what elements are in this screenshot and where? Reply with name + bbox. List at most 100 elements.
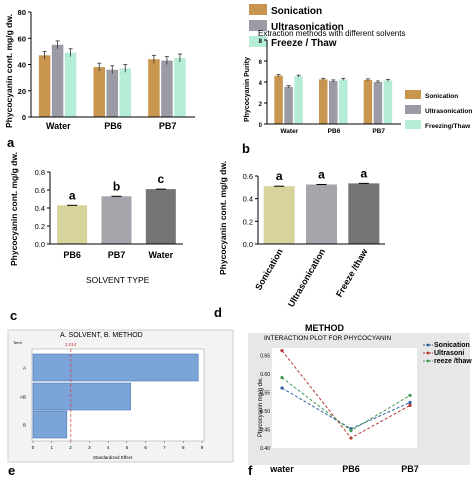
- y-tick-label: 0.2: [243, 217, 253, 226]
- y-tick-label: 0.6: [35, 186, 45, 195]
- bar: [106, 69, 118, 117]
- panel-b-chart: Extraction methods with different solven…: [244, 29, 472, 135]
- x-category-label: Water: [148, 250, 173, 260]
- bar: [145, 189, 176, 244]
- bar: [161, 60, 173, 117]
- panel-f-ylabel: Phycocyanin mg/g dw.: [258, 377, 264, 437]
- legend-swatch: [405, 120, 421, 129]
- x-category-label: PB6: [63, 250, 81, 260]
- legend-label: Freeze / Thaw: [271, 38, 337, 49]
- x-category-label: PB6: [328, 128, 341, 135]
- panel-b-ylabel: Phycocyanin Purity: [244, 57, 251, 122]
- significance-letter: b: [113, 179, 120, 193]
- panel-d-ylabel: Phycocyanin cont. mg/g dw.: [218, 161, 228, 275]
- y-tick-label: 0.2: [35, 222, 45, 231]
- panel-f-xlabel: METHOD: [305, 323, 344, 333]
- y-category-label: A: [23, 366, 26, 371]
- x-category-label: PB7: [401, 464, 419, 474]
- legend-swatch: [249, 36, 267, 47]
- x-category-label: Freeze /thaw: [334, 246, 370, 299]
- data-point: [408, 403, 412, 408]
- panel-b-letter: b: [242, 141, 250, 156]
- bar: [263, 186, 295, 244]
- x-category-label: Ultrasonication: [286, 247, 327, 309]
- significance-letter: c: [157, 172, 164, 186]
- x-category-label: PB7: [372, 128, 385, 135]
- y-tick-label: 60: [18, 34, 26, 43]
- bar: [339, 79, 348, 124]
- x-tick-label: 7: [163, 445, 166, 450]
- bar: [294, 76, 303, 124]
- y-tick-label: 40: [18, 61, 26, 70]
- x-tick-label: 8: [182, 445, 185, 450]
- y-tick-label: 0.60: [260, 372, 270, 378]
- panel-c-chart: a b c 0.0 0.2 0.4 0.6 0.8 PB6 PB7 Water Phycocyan…: [9, 152, 183, 285]
- x-category-label: PB7: [108, 250, 126, 260]
- x-category-label: Water: [46, 121, 71, 131]
- significance-letter: a: [276, 169, 283, 183]
- y-tick-label: 0.6: [243, 172, 253, 181]
- x-category-label: PB6: [342, 464, 360, 474]
- bar: [383, 80, 393, 124]
- panel-a-ylabel: Phycocyanin cont. mg/g dw.: [4, 14, 14, 128]
- bar: [32, 353, 199, 382]
- y-tick-label: 80: [18, 8, 26, 17]
- bar: [363, 79, 373, 124]
- y-tick-label: 8: [259, 39, 263, 45]
- panel-c-letter: c: [10, 308, 17, 323]
- bar: [32, 382, 131, 411]
- bar: [93, 67, 105, 117]
- y-tick-label: 0.55: [260, 390, 270, 396]
- bar: [373, 82, 383, 124]
- y-tick-label: 0.0: [243, 240, 253, 249]
- legend-label: Ultrasonication: [425, 108, 472, 115]
- x-tick-label: 3: [88, 445, 91, 450]
- bar: [274, 75, 283, 124]
- legend-label: Ultrasoni: [434, 350, 464, 357]
- panel-f-chart: METHOD INTERACTION PLOT FOR PHYCOCYANIN …: [248, 323, 472, 474]
- legend-swatch: [249, 4, 267, 15]
- legend-label: Sonication: [271, 6, 322, 17]
- bar: [51, 44, 64, 117]
- data-point: [280, 376, 284, 380]
- legend-label: Ultrasonication: [271, 22, 344, 33]
- y-tick-label: 4: [259, 81, 263, 87]
- y-tick-label: 0.65: [260, 353, 270, 359]
- panel-e-letter: e: [8, 463, 15, 478]
- bar: [64, 52, 77, 117]
- bar: [174, 57, 186, 117]
- legend-swatch: [405, 105, 421, 114]
- bar: [329, 80, 338, 124]
- panel-e-term-label: Term: [13, 340, 23, 345]
- x-category-label: Sonication: [253, 247, 285, 292]
- legend-marker: [426, 351, 430, 355]
- panel-e-chart: A. SOLVENT, B. METHOD Term 2.014 A AB B 0 1 2…: [7, 329, 234, 463]
- y-tick-label: 0: [22, 113, 26, 122]
- panel-a-letter: a: [7, 135, 15, 150]
- reference-label: 2.014: [65, 342, 77, 347]
- y-tick-label: 0.50: [260, 409, 270, 415]
- x-tick-label: 0: [32, 445, 35, 450]
- significance-letter: a: [360, 166, 367, 180]
- x-tick-label: 2: [69, 445, 72, 450]
- x-tick-label: 5: [126, 445, 129, 450]
- y-tick-label: 0.4: [243, 195, 253, 204]
- y-tick-label: 0.40: [260, 446, 270, 452]
- legend-marker: [426, 343, 430, 347]
- bar: [38, 55, 51, 117]
- y-tick-label: 2: [259, 102, 263, 108]
- y-tick-label: 6: [259, 60, 263, 66]
- x-tick-label: 1: [51, 445, 54, 450]
- y-tick-label: 0.4: [35, 204, 45, 213]
- bar: [306, 184, 337, 244]
- y-tick-label: 0: [259, 123, 263, 129]
- bar: [284, 86, 293, 124]
- data-point: [349, 428, 353, 433]
- y-tick-label: 0.8: [35, 168, 45, 177]
- legend-swatch: [249, 20, 267, 31]
- panel-d-chart: a a a 0.0 0.2 0.4 0.6 Sonication Ultrasonicatio…: [218, 161, 385, 309]
- panel-f-title: INTERACTION PLOT FOR PHYCOCYANIN: [264, 335, 392, 342]
- panel-c-xlabel: SOLVENT TYPE: [86, 275, 150, 285]
